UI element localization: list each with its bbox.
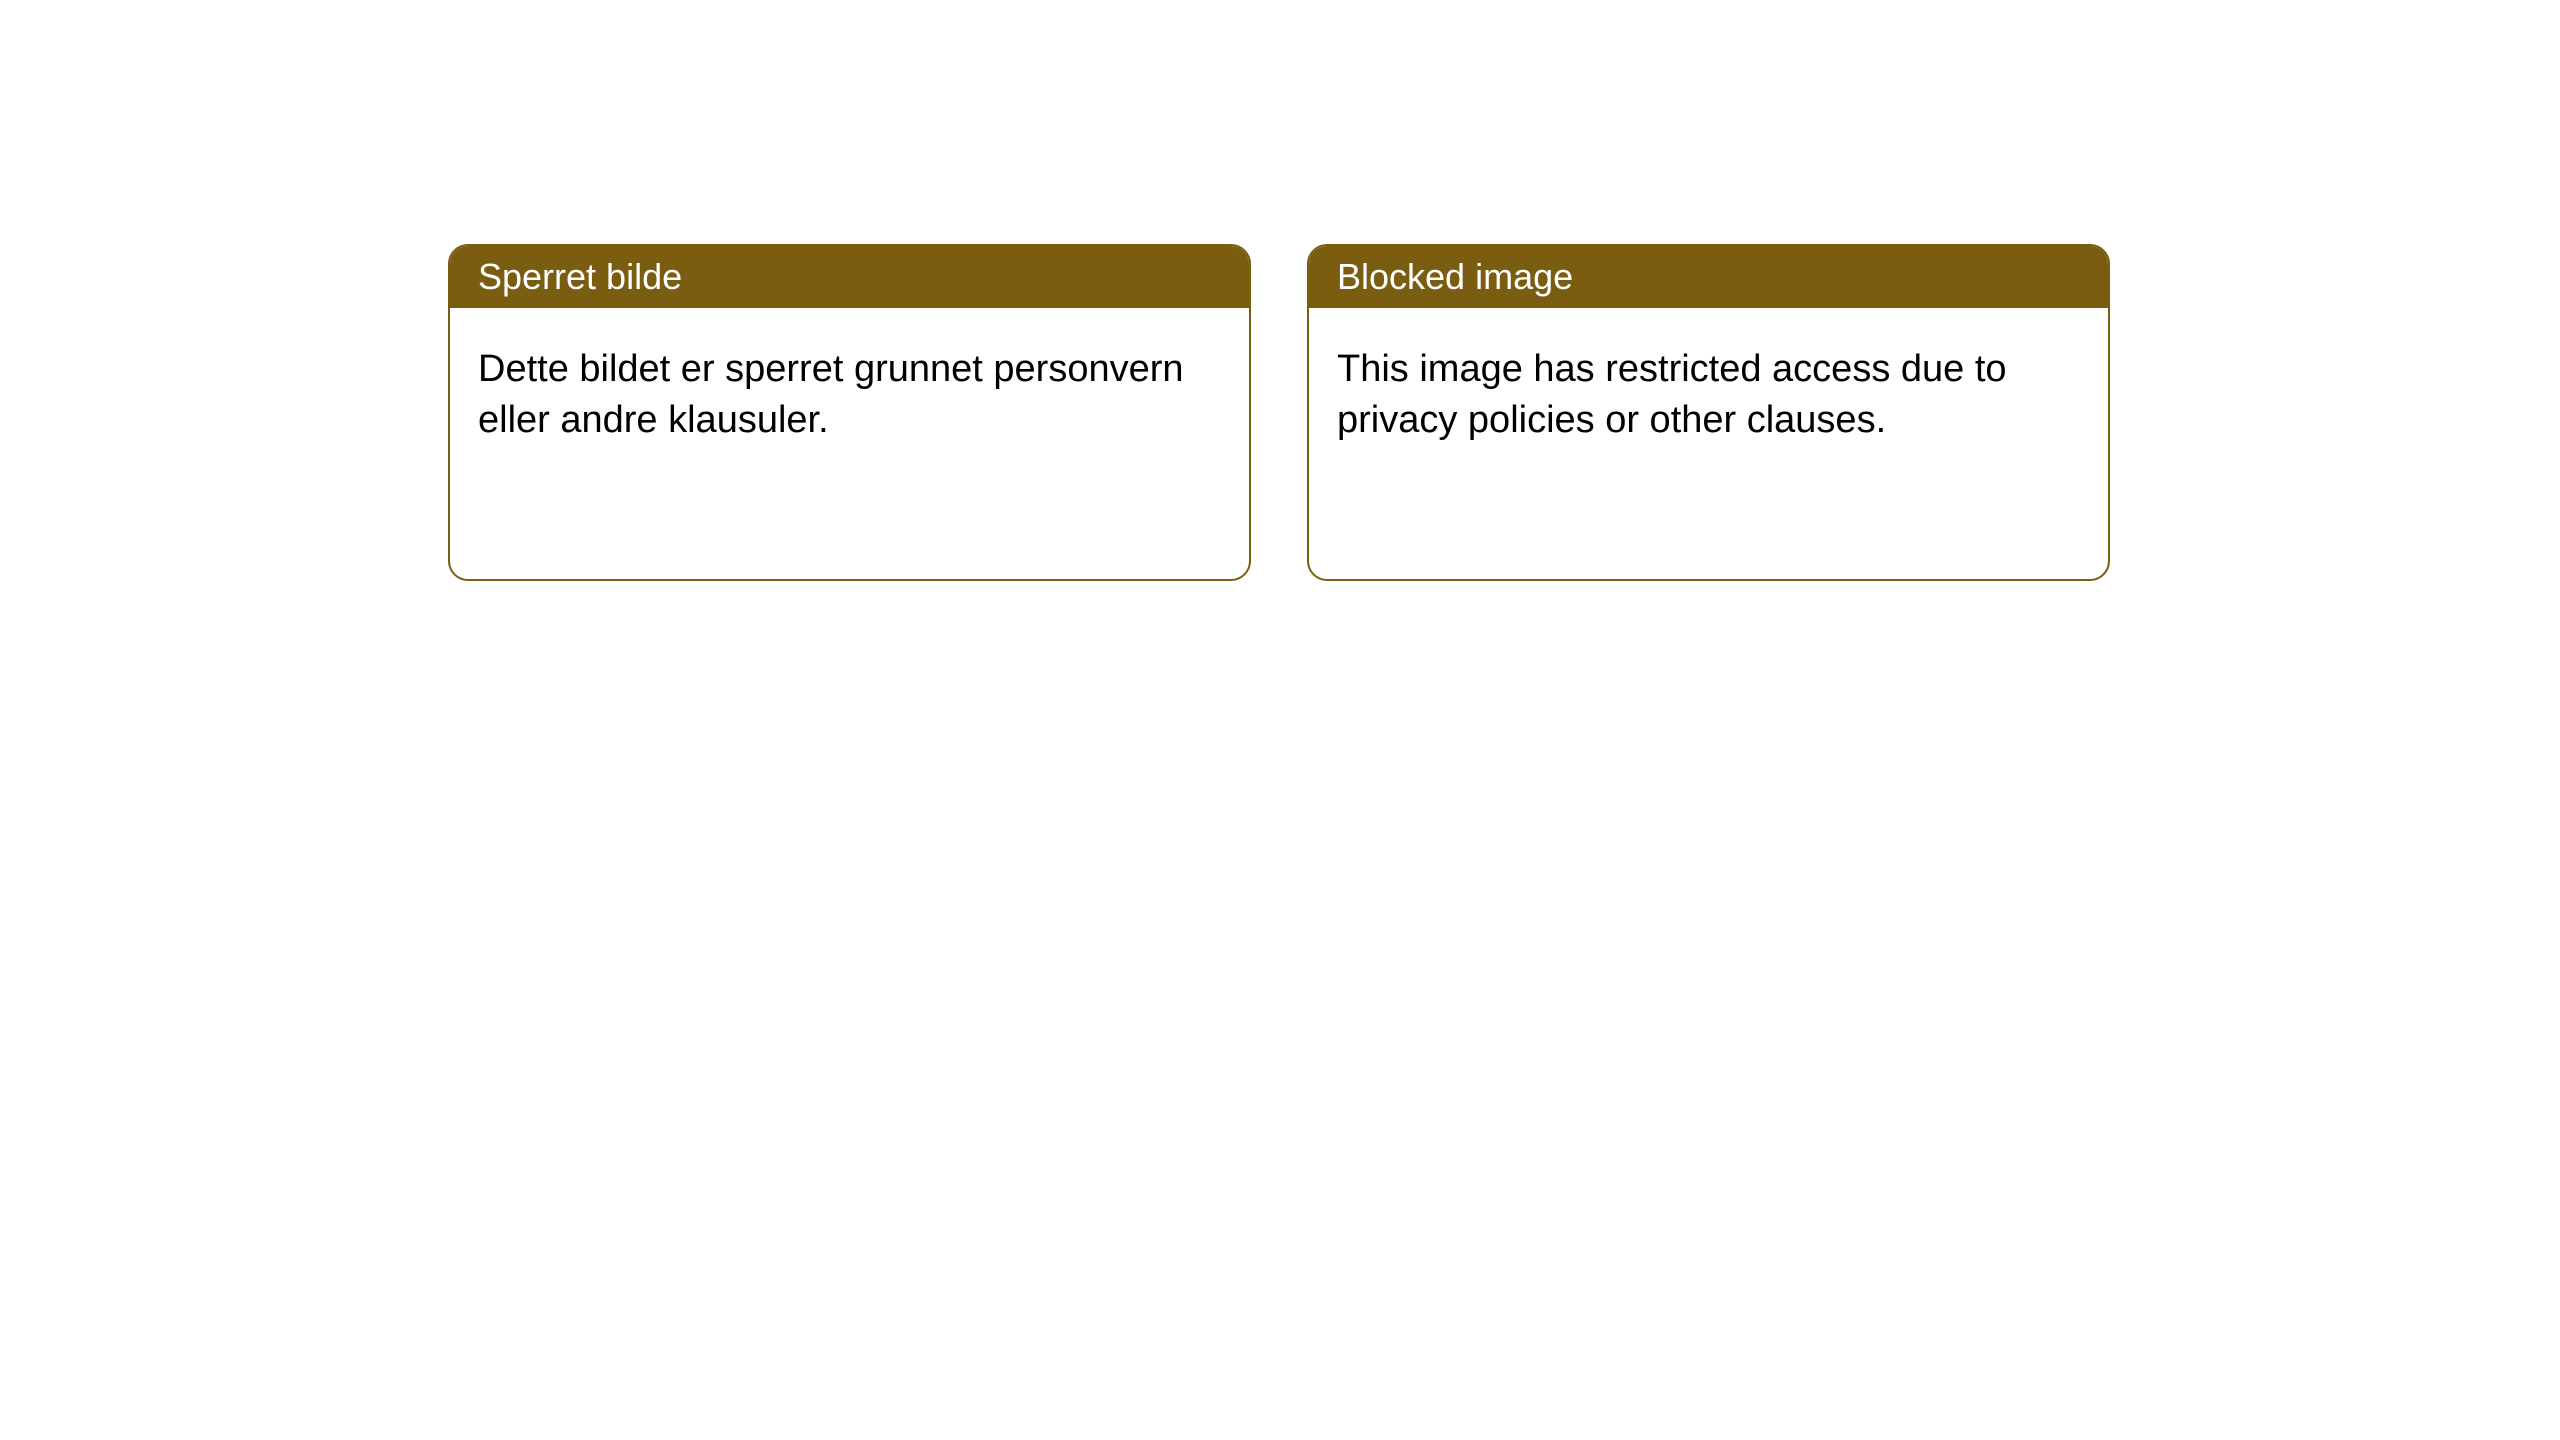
notice-title: Sperret bilde (478, 256, 682, 298)
notice-card-english: Blocked image This image has restricted … (1307, 244, 2110, 581)
notice-header: Blocked image (1309, 246, 2108, 308)
notice-body: Dette bildet er sperret grunnet personve… (450, 308, 1249, 483)
notice-body: This image has restricted access due to … (1309, 308, 2108, 483)
notice-title: Blocked image (1337, 256, 1573, 298)
notice-message: This image has restricted access due to … (1337, 348, 2007, 441)
notice-header: Sperret bilde (450, 246, 1249, 308)
notice-container: Sperret bilde Dette bildet er sperret gr… (448, 244, 2110, 581)
notice-message: Dette bildet er sperret grunnet personve… (478, 348, 1184, 441)
notice-card-norwegian: Sperret bilde Dette bildet er sperret gr… (448, 244, 1251, 581)
